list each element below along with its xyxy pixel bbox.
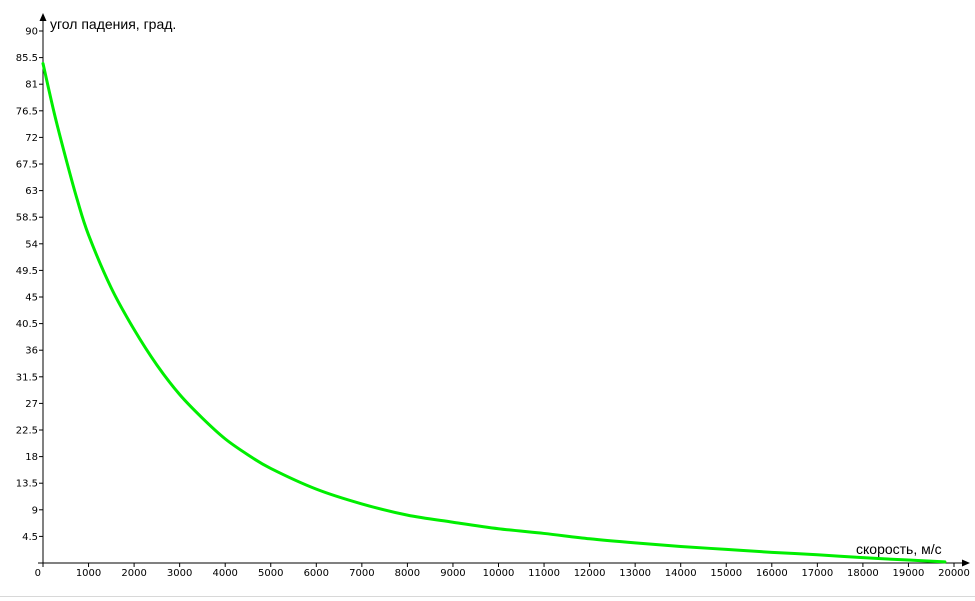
y-tick-label: 45 [25, 293, 38, 304]
x-tick-label: 2000 [121, 568, 146, 579]
y-axis-title: угол падения, град. [50, 16, 176, 32]
x-tick-label: 11000 [528, 568, 560, 579]
x-tick-label: 14000 [665, 568, 697, 579]
tick-group: 0 1000 2000 3000 4000 5000 6000 7000 8000 9000 100… [16, 27, 970, 580]
x-tick-label: 17000 [801, 568, 833, 579]
axes [38, 13, 970, 567]
y-tick-label: 54 [25, 239, 38, 250]
y-tick-label: 72 [25, 133, 38, 144]
y-tick-label: 9 [32, 505, 38, 516]
y-axis-arrow [39, 13, 47, 21]
x-tick-label: 1000 [76, 568, 101, 579]
x-axis-arrow [962, 559, 970, 567]
y-tick-label: 85.5 [16, 53, 38, 64]
x-axis-title: скорость, м/с [856, 541, 942, 557]
y-tick-label: 13.5 [16, 479, 38, 490]
x-tick-label: 19000 [893, 568, 925, 579]
x-tick-label: 3000 [167, 568, 192, 579]
x-tick-label: 0 [35, 568, 41, 579]
y-tick-label: 36 [25, 346, 38, 357]
axis-titles: угол падения, град. скорость, м/с [50, 16, 942, 557]
x-tick-label: 12000 [574, 568, 606, 579]
x-tick-label: 10000 [483, 568, 515, 579]
series-group [41, 62, 947, 564]
y-tick-label: 27 [25, 399, 38, 410]
y-tick-label: 22.5 [16, 426, 38, 437]
series-line [41, 62, 947, 564]
y-tick-label: 63 [25, 186, 38, 197]
y-tick-label: 58.5 [16, 213, 38, 224]
y-tick-label: 81 [25, 80, 38, 91]
y-tick-label: 18 [25, 452, 38, 463]
y-tick-label: 67.5 [16, 160, 38, 171]
bottom-divider [0, 596, 975, 597]
y-tick-label: 4.5 [22, 532, 38, 543]
y-tick-label: 49.5 [16, 266, 38, 277]
y-tick-label: 76.5 [16, 106, 38, 117]
x-tick-label: 20000 [938, 568, 970, 579]
x-tick-label: 13000 [619, 568, 651, 579]
x-tick-label: 8000 [395, 568, 420, 579]
x-tick-label: 6000 [304, 568, 329, 579]
y-tick-label: 40.5 [16, 319, 38, 330]
x-tick-label: 15000 [710, 568, 742, 579]
x-tick-label: 9000 [440, 568, 465, 579]
y-tick-label: 31.5 [16, 372, 38, 383]
x-tick-label: 7000 [349, 568, 374, 579]
x-tick-label: 16000 [756, 568, 788, 579]
x-tick-label: 18000 [847, 568, 879, 579]
x-tick-label: 5000 [258, 568, 283, 579]
x-tick-label: 4000 [212, 568, 237, 579]
y-tick-label: 90 [25, 27, 38, 38]
